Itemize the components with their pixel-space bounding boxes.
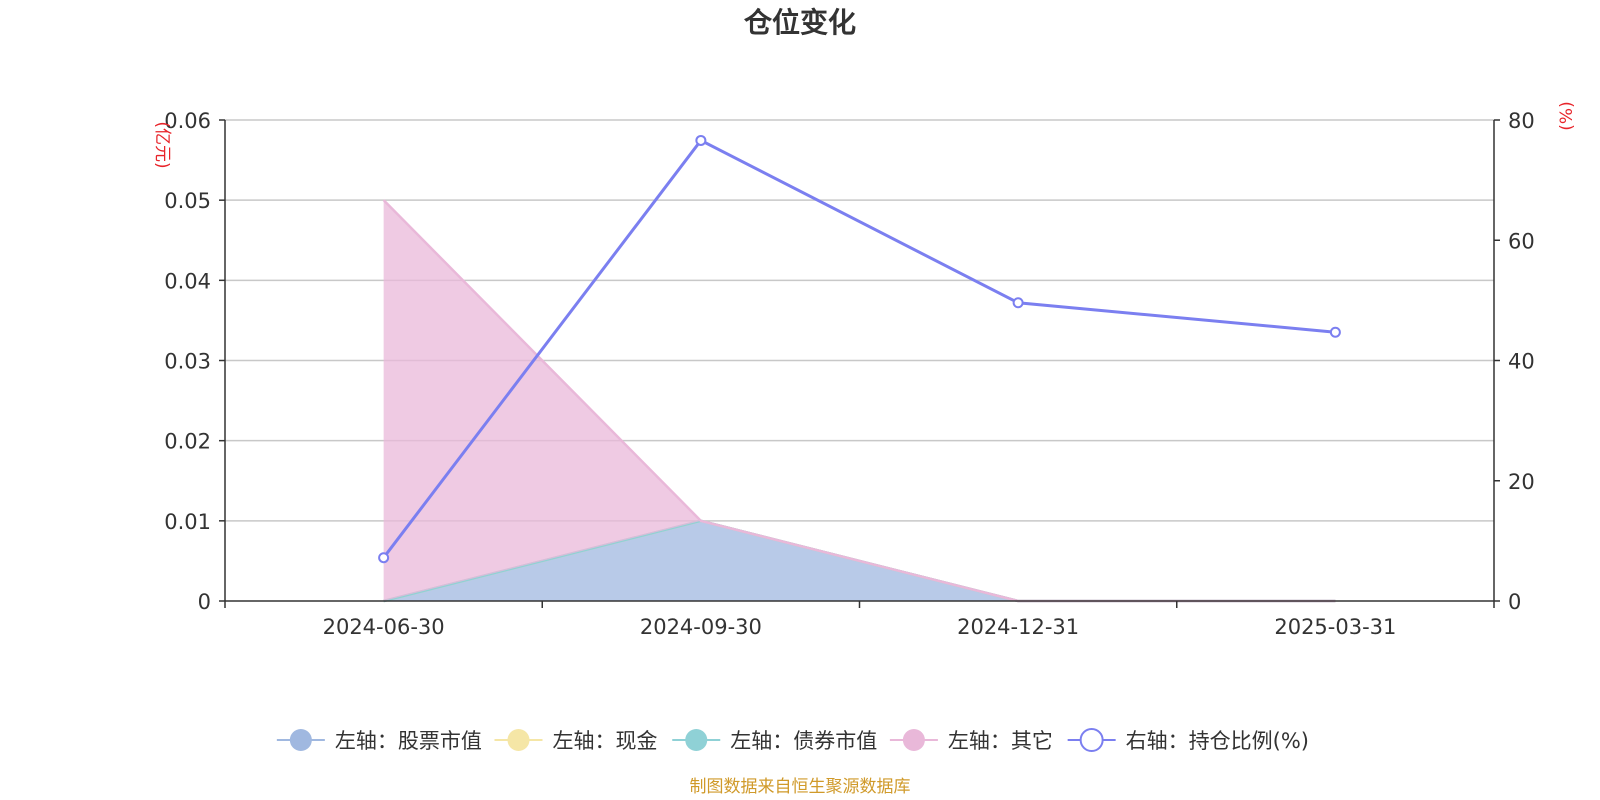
ratio-line-path (382, 138, 1336, 559)
left-tick-label: 0.01 (164, 510, 211, 534)
legend-item: 右轴：持仓比例(%) (1067, 728, 1309, 753)
right-tick-label: 60 (1508, 229, 1535, 253)
legend-item: 左轴：股票市值 (276, 729, 482, 753)
left-tick-label: 0 (198, 590, 211, 614)
x-axis: 2024-06-30 2024-09-30 2024-12-31 2025-03-31 (224, 600, 1495, 639)
legend-label: 左轴：债券市值 (730, 729, 877, 753)
legend: 左轴：股票市值 左轴：现金 左轴：债券市值 左轴：其它 右轴：持仓比例(%) (276, 728, 1309, 753)
left-axis-unit: (亿元) (152, 121, 172, 168)
left-tick-label: 0.03 (164, 350, 211, 374)
legend-swatch-marker (685, 729, 708, 751)
legend-label: 左轴：现金 (553, 729, 658, 753)
legend-item: 左轴：现金 (494, 729, 658, 753)
left-tick-label: 0.06 (164, 109, 211, 133)
x-tick-label: 2024-09-30 (640, 615, 762, 639)
legend-swatch-marker (902, 729, 925, 751)
ratio-point (378, 552, 390, 564)
ratio-point (1012, 297, 1024, 309)
legend-label: 右轴：持仓比例(%) (1126, 729, 1309, 753)
legend-swatch-marker (1079, 728, 1104, 752)
left-axis: 0 0.01 0.02 0.03 0.04 0.05 0.06 (164, 109, 226, 614)
data-source-footer: 制图数据来自恒生聚源数据库 (690, 777, 911, 797)
legend-swatch-marker (507, 729, 530, 751)
area-series-4-fill (383, 200, 1336, 601)
legend-label: 左轴：其它 (948, 729, 1053, 753)
areas (382, 199, 1336, 603)
legend-item: 左轴：债券市值 (672, 729, 877, 753)
left-tick-label: 0.04 (164, 269, 211, 293)
right-axis: 0 20 40 60 80 (1493, 109, 1535, 614)
x-tick-label: 2024-06-30 (323, 615, 445, 639)
left-tick-label: 0.05 (164, 189, 211, 213)
ratio-point (1329, 326, 1341, 338)
legend-item: 左轴：其它 (889, 729, 1053, 753)
legend-label: 左轴：股票市值 (335, 729, 482, 753)
ratio-point (695, 134, 707, 146)
legend-swatch-marker (289, 729, 312, 751)
right-tick-label: 0 (1508, 590, 1521, 614)
right-tick-label: 20 (1508, 470, 1535, 494)
ratio-line (378, 134, 1341, 564)
right-tick-label: 80 (1508, 109, 1535, 133)
x-tick-label: 2025-03-31 (1274, 615, 1396, 639)
left-tick-label: 0.02 (164, 430, 211, 454)
right-axis-unit: (%) (1557, 101, 1577, 130)
x-tick-label: 2024-12-31 (957, 615, 1079, 639)
chart-title: 仓位变化 (744, 6, 856, 39)
right-tick-label: 40 (1508, 350, 1535, 374)
